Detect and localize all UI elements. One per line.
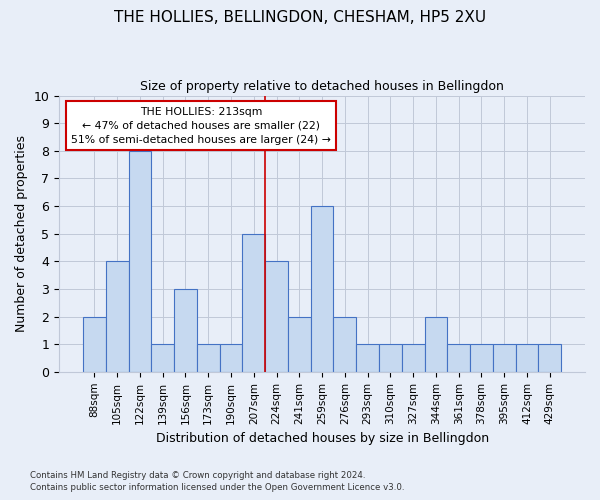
- X-axis label: Distribution of detached houses by size in Bellingdon: Distribution of detached houses by size …: [155, 432, 488, 445]
- Bar: [265, 262, 288, 372]
- Bar: [197, 344, 220, 372]
- Bar: [311, 206, 334, 372]
- Bar: [379, 344, 402, 372]
- Y-axis label: Number of detached properties: Number of detached properties: [15, 135, 28, 332]
- Bar: [174, 289, 197, 372]
- Text: THE HOLLIES, BELLINGDON, CHESHAM, HP5 2XU: THE HOLLIES, BELLINGDON, CHESHAM, HP5 2X…: [114, 10, 486, 25]
- Bar: [334, 316, 356, 372]
- Bar: [538, 344, 561, 372]
- Bar: [106, 262, 128, 372]
- Bar: [470, 344, 493, 372]
- Bar: [128, 151, 151, 372]
- Bar: [493, 344, 515, 372]
- Bar: [242, 234, 265, 372]
- Bar: [515, 344, 538, 372]
- Bar: [220, 344, 242, 372]
- Bar: [83, 316, 106, 372]
- Text: THE HOLLIES: 213sqm
← 47% of detached houses are smaller (22)
51% of semi-detach: THE HOLLIES: 213sqm ← 47% of detached ho…: [71, 106, 331, 144]
- Bar: [356, 344, 379, 372]
- Text: Contains HM Land Registry data © Crown copyright and database right 2024.
Contai: Contains HM Land Registry data © Crown c…: [30, 471, 404, 492]
- Bar: [151, 344, 174, 372]
- Bar: [447, 344, 470, 372]
- Bar: [425, 316, 447, 372]
- Bar: [402, 344, 425, 372]
- Bar: [288, 316, 311, 372]
- Title: Size of property relative to detached houses in Bellingdon: Size of property relative to detached ho…: [140, 80, 504, 93]
